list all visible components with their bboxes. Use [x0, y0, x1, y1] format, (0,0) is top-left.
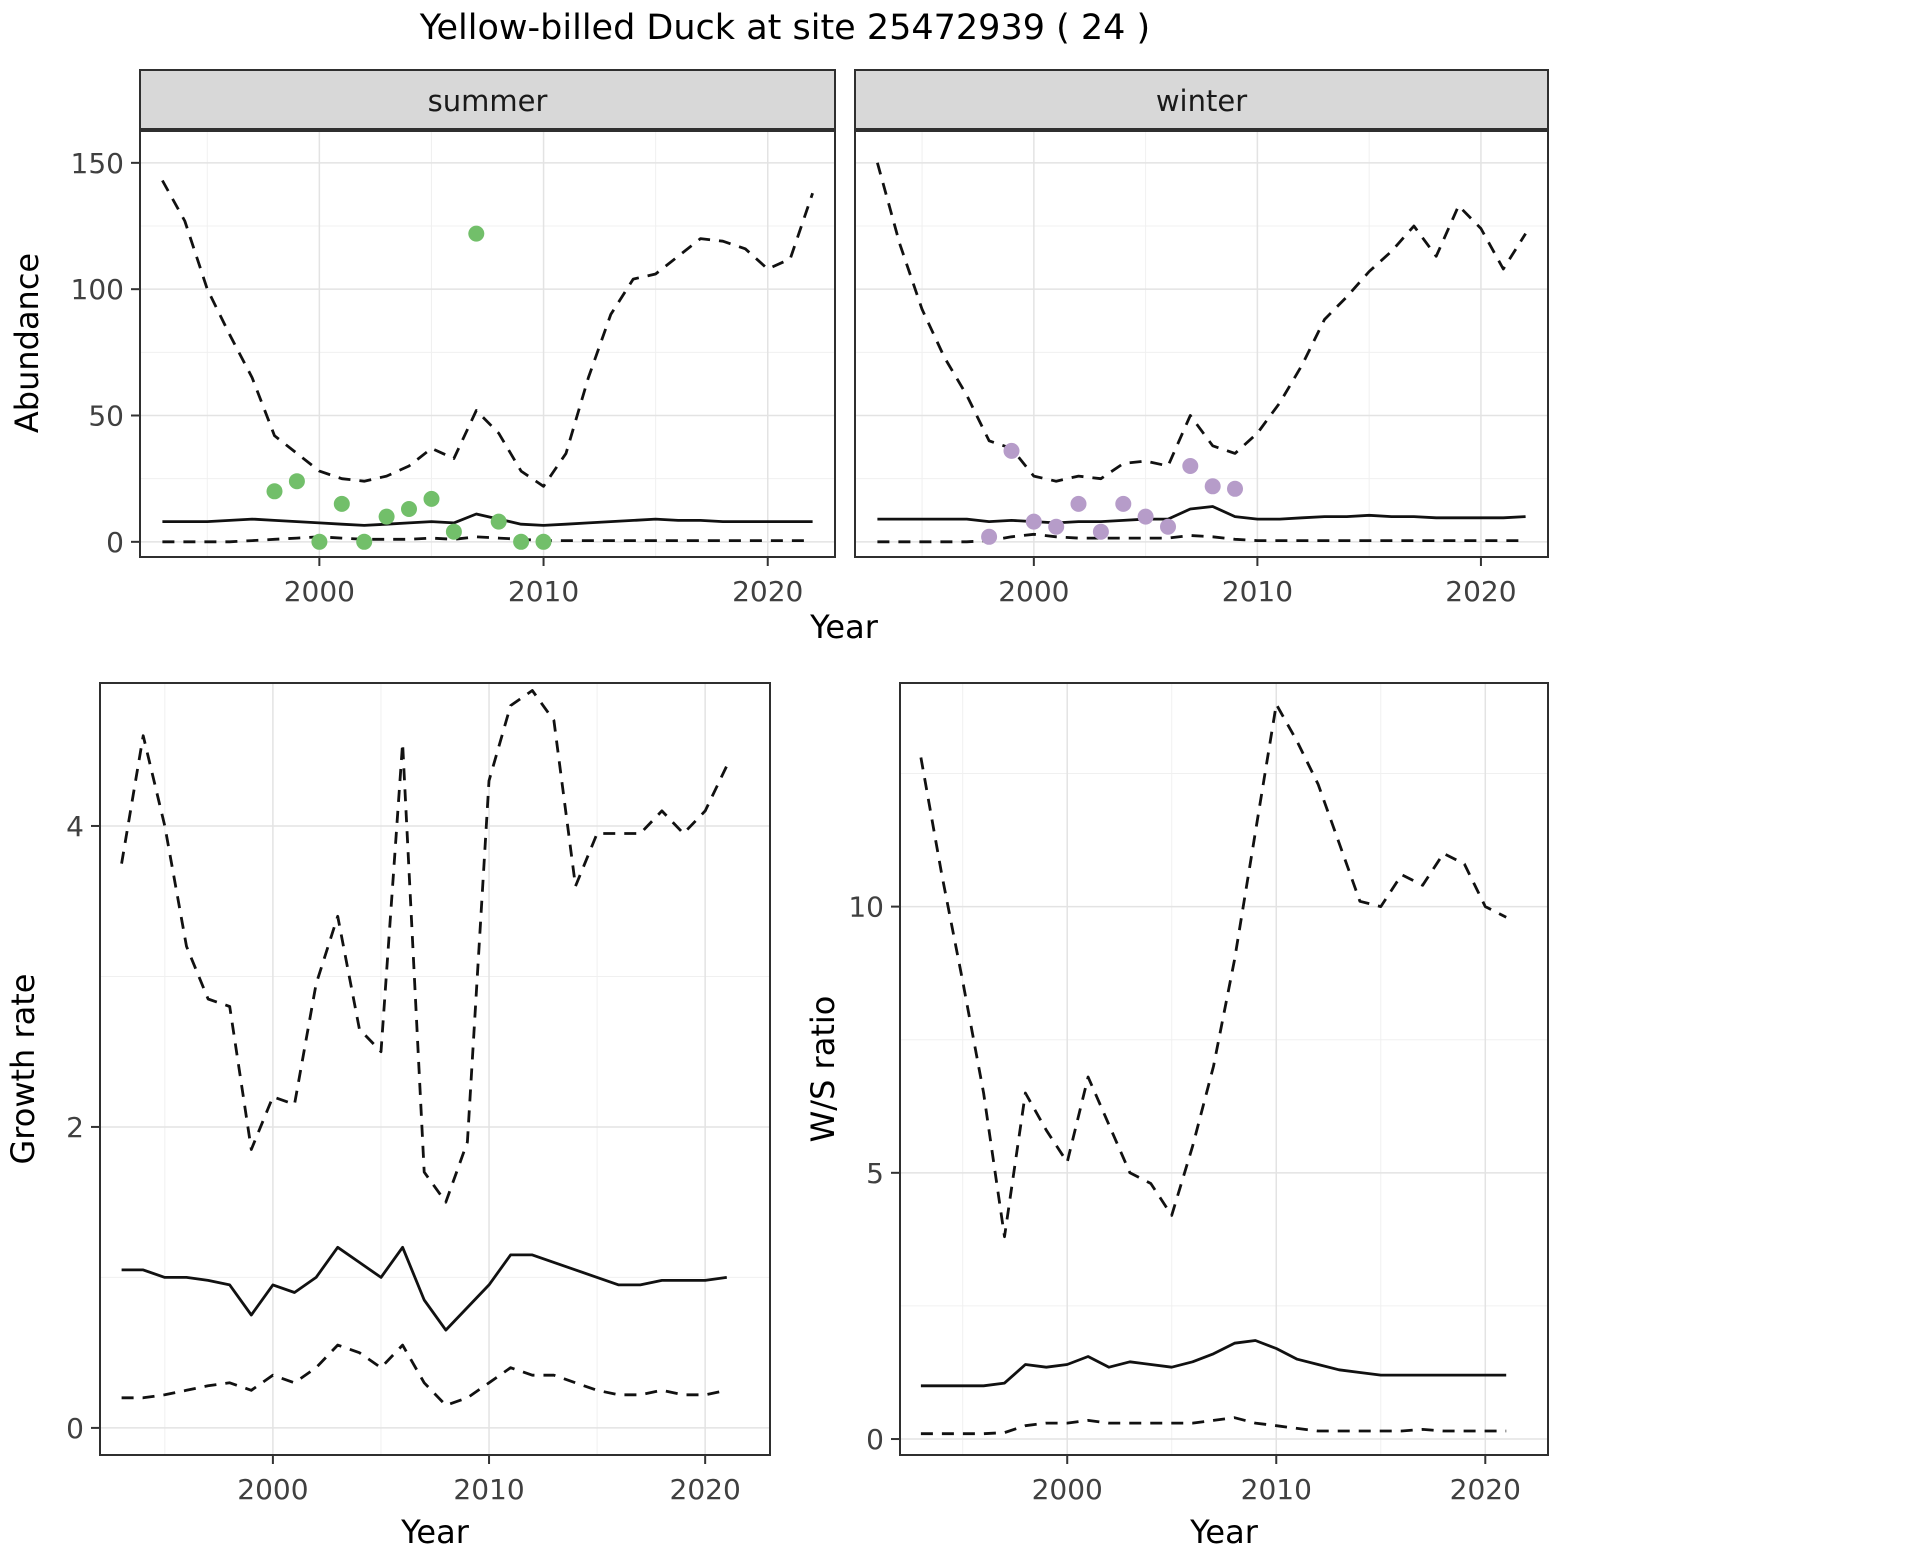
facet-label: winter [1156, 84, 1247, 118]
observed-counts-point [423, 490, 440, 507]
x-tick-label: 2010 [1241, 1473, 1312, 1506]
observed-counts-point [981, 528, 998, 545]
x-tick-label: 2020 [1450, 1473, 1521, 1506]
y-tick-label: 0 [66, 1412, 84, 1445]
observed-counts-point [1003, 442, 1020, 459]
axis-title-year-ratio: Year [1189, 1513, 1259, 1551]
upper-95ci-line [876, 162, 1527, 483]
chart-title: Yellow-billed Duck at site 25472939 ( 24… [419, 8, 1151, 48]
observed-counts-point [1227, 480, 1243, 497]
observed-counts-point [266, 483, 283, 500]
median-line [162, 512, 813, 527]
lower-95ci-line [920, 1416, 1507, 1436]
observed-counts-point [468, 225, 485, 242]
observed-counts-point [535, 533, 552, 550]
observed-counts-point [1204, 478, 1221, 495]
y-tick-label: 50 [88, 400, 124, 433]
axis-title-year-growth: Year [400, 1513, 470, 1551]
panel-growth-rate: 2000 2010 2020 0 2 4 [66, 682, 771, 1506]
observed-counts-point [1092, 523, 1109, 540]
x-tick-label: 2020 [1445, 575, 1516, 608]
panel-background [100, 683, 770, 1455]
x-tick-label: 2000 [237, 1473, 308, 1506]
y-tick-label: 150 [71, 147, 124, 180]
x-tick-label: 2000 [1032, 1473, 1103, 1506]
upper-95ci-line [161, 179, 814, 488]
observed-counts-point [401, 501, 417, 517]
y-tick-label: 4 [66, 810, 84, 843]
x-tick-label: 2010 [508, 575, 579, 608]
panel-w-s-ratio: 2000 2010 2020 0 5 10 [848, 682, 1549, 1506]
panel-border [899, 682, 1549, 1456]
x-tick-label: 2010 [1222, 575, 1293, 608]
axis-title-ws-ratio: W/S ratio [804, 996, 842, 1143]
axis-title-growth-rate: Growth rate [4, 974, 42, 1165]
panel-summer: 2000 2010 2020 0 50 100 150 summer [71, 69, 836, 608]
axis-title-year-top: Year [809, 608, 879, 646]
facet-label: summer [428, 84, 548, 118]
x-tick-label: 2000 [284, 575, 355, 608]
facet-strip [854, 69, 1549, 131]
observed-counts-point [445, 523, 462, 540]
panel-background [900, 683, 1548, 1455]
observed-counts-point [311, 533, 328, 550]
median-line [920, 1339, 1507, 1388]
observed-counts-point [288, 473, 305, 490]
observed-counts-point [1048, 518, 1065, 535]
lower-95ci-line [121, 1343, 728, 1407]
panel-border [99, 682, 771, 1456]
observed-counts-point [490, 513, 507, 530]
x-tick-label: 2010 [453, 1473, 524, 1506]
observed-counts-point [356, 533, 373, 550]
median-line [877, 505, 1526, 525]
observed-counts-point [1025, 513, 1042, 530]
observed-counts-point [1182, 458, 1199, 474]
x-tick-label: 2020 [670, 1473, 741, 1506]
y-tick-label: 0 [106, 526, 124, 559]
observed-counts-point [333, 495, 350, 512]
panel-background [855, 130, 1548, 557]
y-tick-label: 5 [866, 1157, 884, 1190]
panel-background [140, 130, 835, 557]
y-tick-label: 0 [866, 1423, 884, 1456]
y-tick-label: 100 [71, 273, 124, 306]
panel-winter: 2000 2010 2020 winter [854, 69, 1549, 608]
observed-counts-point [378, 508, 395, 525]
lower-95ci-line [162, 535, 813, 544]
median-line [121, 1245, 727, 1332]
x-tick-label: 2000 [998, 575, 1069, 608]
observed-counts-point [1137, 508, 1154, 525]
upper-95ci-line [919, 702, 1507, 1239]
upper-95ci-line [120, 689, 729, 1204]
observed-counts-point [1070, 495, 1087, 512]
observed-counts-point [1160, 518, 1176, 535]
y-tick-label: 2 [66, 1111, 84, 1144]
facet-strip [139, 69, 836, 131]
axis-title-abundance: Abundance [8, 253, 46, 433]
observed-counts-point [513, 533, 530, 550]
x-tick-label: 2020 [732, 575, 803, 608]
observed-counts-point [1115, 495, 1132, 512]
y-tick-label: 10 [848, 891, 884, 924]
